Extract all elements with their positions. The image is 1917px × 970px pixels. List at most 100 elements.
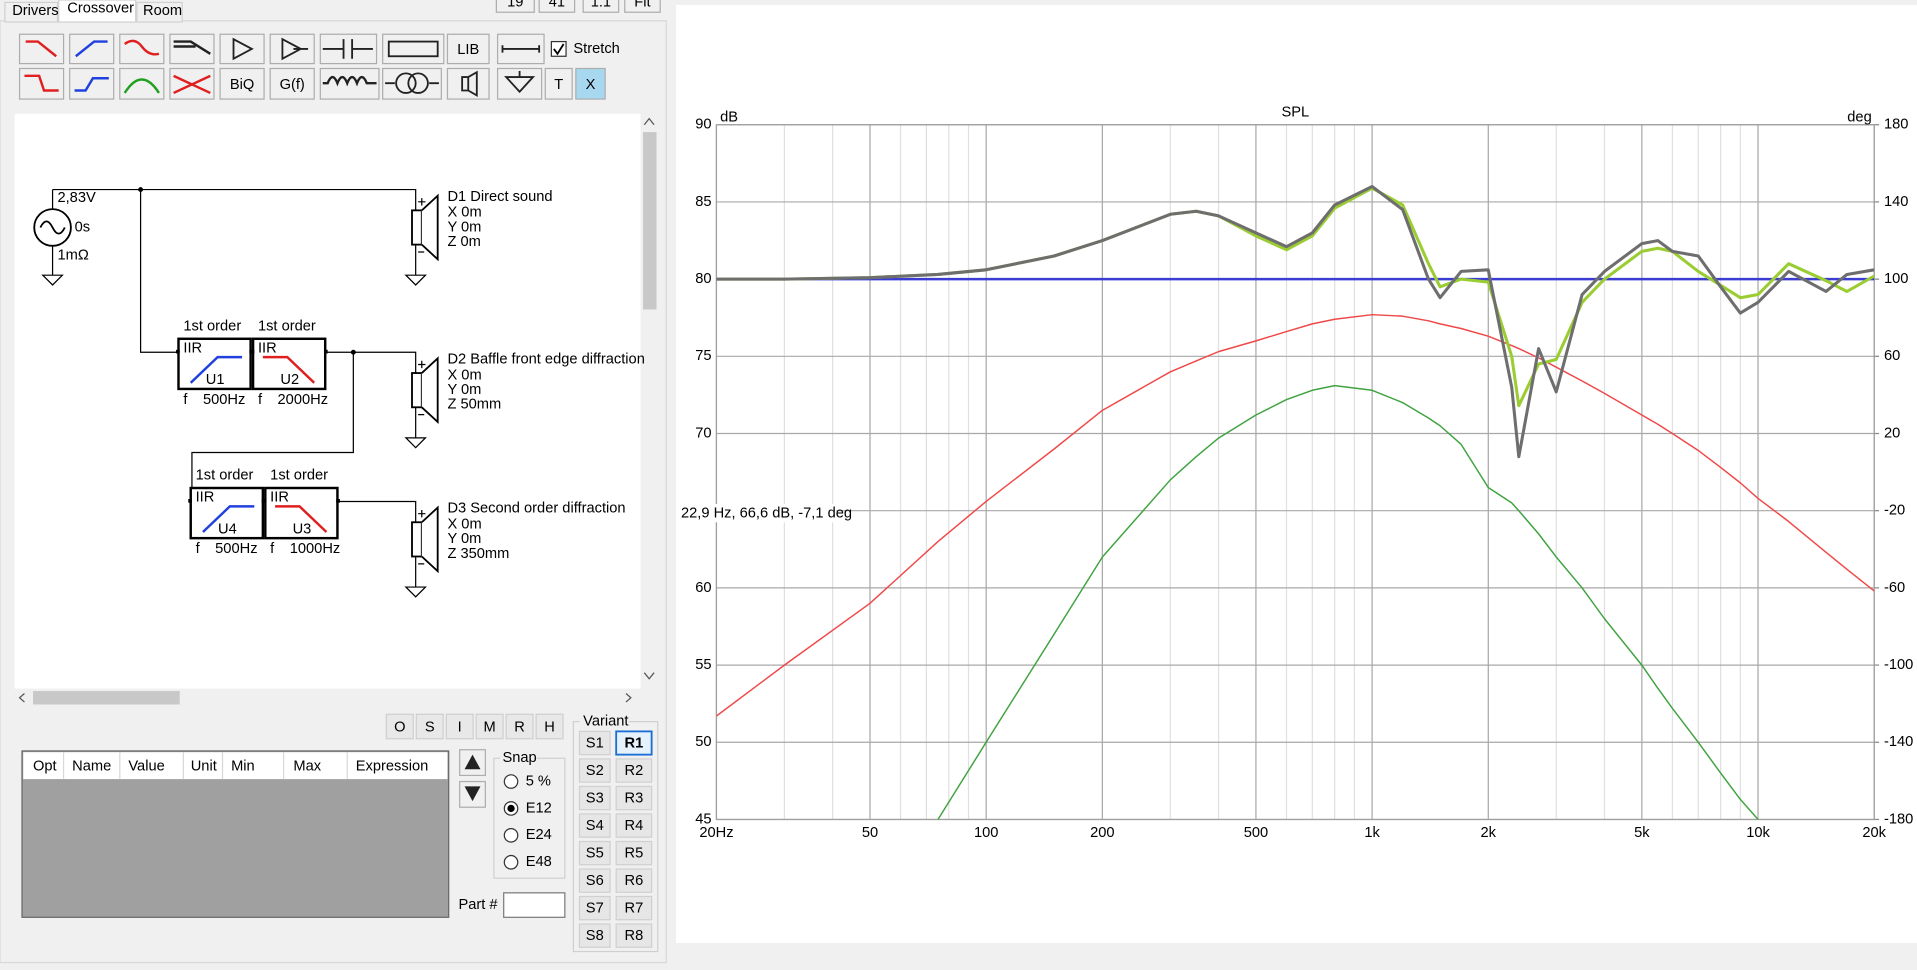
variant-r-label: R5 xyxy=(625,846,644,862)
y-tick-label: 70 xyxy=(695,425,711,441)
tool-button[interactable] xyxy=(169,33,215,65)
y2-tick-label: 20 xyxy=(1884,425,1900,441)
tab-selected[interactable] xyxy=(58,0,137,23)
filter-icon xyxy=(275,505,328,533)
tool-button[interactable] xyxy=(119,33,165,65)
variant-r-button[interactable] xyxy=(615,895,653,921)
driver-cone[interactable] xyxy=(421,356,439,425)
driver-position: X 0m xyxy=(447,205,481,221)
driver-cone[interactable] xyxy=(421,193,439,262)
scroll-thumb[interactable] xyxy=(33,691,180,705)
scroll-thumb[interactable] xyxy=(643,132,657,310)
filter-button[interactable] xyxy=(475,713,504,740)
series-line xyxy=(937,384,1759,820)
icon-ground xyxy=(504,70,536,94)
variant-s-button[interactable] xyxy=(578,758,611,783)
variant-s-button[interactable] xyxy=(578,923,611,948)
filter-button[interactable] xyxy=(385,713,414,740)
tab[interactable] xyxy=(4,1,59,23)
tool-button-label: LIB xyxy=(457,42,479,58)
tool-button[interactable] xyxy=(69,33,115,65)
radio-dot xyxy=(507,804,515,813)
driver-magnet xyxy=(411,521,423,558)
x-tick-label: 10k xyxy=(1746,825,1770,841)
radio-label: E24 xyxy=(526,827,552,843)
snap-title: Snap xyxy=(502,750,536,766)
filter-order: 1st order xyxy=(196,468,254,484)
icon-inductor xyxy=(322,75,377,87)
variant-r-button[interactable] xyxy=(615,840,653,866)
y2-tick-label: 180 xyxy=(1884,117,1908,133)
tool-button[interactable] xyxy=(69,67,115,100)
pin xyxy=(336,499,340,503)
radio[interactable] xyxy=(503,828,519,843)
variant-r-button[interactable] xyxy=(615,730,653,756)
part-input[interactable] xyxy=(503,892,566,918)
view-button[interactable] xyxy=(495,0,535,13)
cursor-readout: 22,9 Hz, 66,6 dB, -7,1 deg xyxy=(681,506,852,522)
filter-button[interactable] xyxy=(505,713,534,740)
variant-r-button[interactable] xyxy=(615,868,653,893)
tool-button[interactable] xyxy=(119,67,165,100)
tab[interactable] xyxy=(136,1,183,23)
polarity xyxy=(418,510,426,565)
variant-r-button[interactable] xyxy=(615,813,653,838)
icon-transformer-coil xyxy=(407,72,429,94)
radio[interactable] xyxy=(503,774,519,789)
tool-button[interactable] xyxy=(219,33,265,65)
tool-button[interactable] xyxy=(269,67,315,100)
variant-s-button[interactable] xyxy=(578,840,611,866)
filter-button[interactable] xyxy=(445,713,474,740)
text-buttons: LIB BiQ G(f) T X xyxy=(219,33,606,100)
y2-tick-label: 60 xyxy=(1884,348,1900,364)
x-tick-label: 100 xyxy=(974,825,998,841)
variant-s-button[interactable] xyxy=(578,895,611,921)
variant-s-button[interactable] xyxy=(578,785,611,811)
filter-kind: IIR xyxy=(258,340,277,356)
checkbox[interactable] xyxy=(550,40,567,57)
driver-position: Z 0m xyxy=(447,234,480,250)
tool-button[interactable] xyxy=(18,33,65,65)
x-tick-label: 200 xyxy=(1090,825,1114,841)
ground xyxy=(404,274,427,286)
x-tick-label: 5k xyxy=(1634,825,1650,841)
icon-resistor xyxy=(387,40,439,58)
chart-title: SPL xyxy=(1281,104,1309,120)
filter-block[interactable] xyxy=(189,486,265,540)
pin xyxy=(262,499,267,503)
chart-panel xyxy=(676,4,1917,943)
filter-button[interactable] xyxy=(415,713,444,740)
tool-button[interactable] xyxy=(544,67,573,100)
snap-options: 5 % E12 E24 E48 xyxy=(503,773,552,870)
variant-s-button[interactable] xyxy=(578,730,611,756)
radio-label: E48 xyxy=(526,854,552,870)
tool-button[interactable] xyxy=(219,67,265,100)
driver-position: Y 0m xyxy=(447,219,481,235)
filter-block[interactable] xyxy=(177,337,252,391)
wires xyxy=(41,188,417,588)
variant-r-button[interactable] xyxy=(615,758,653,783)
ground xyxy=(404,586,427,598)
tool-button[interactable] xyxy=(446,33,490,65)
variant-r-button[interactable] xyxy=(615,785,653,811)
variant-title: Variant xyxy=(583,713,628,729)
pin xyxy=(250,349,255,354)
view-button[interactable] xyxy=(582,0,620,13)
filter-button[interactable] xyxy=(535,713,564,740)
filter-button-label: H xyxy=(544,720,555,736)
driver-cone[interactable] xyxy=(421,505,439,574)
tool-button[interactable] xyxy=(575,67,606,100)
y-tick-label: 85 xyxy=(695,194,711,210)
radio[interactable] xyxy=(503,854,519,870)
variant-s-button[interactable] xyxy=(578,868,611,893)
view-button[interactable] xyxy=(538,0,576,13)
variant-s-button[interactable] xyxy=(578,813,611,838)
view-button[interactable] xyxy=(624,0,661,13)
y-tick-label: 60 xyxy=(695,580,711,596)
tool-button[interactable] xyxy=(382,33,445,65)
variant-r-label: R1 xyxy=(625,735,644,751)
series-line xyxy=(716,184,1875,459)
variant-r-button[interactable] xyxy=(615,923,653,948)
filter-block[interactable] xyxy=(264,486,339,540)
